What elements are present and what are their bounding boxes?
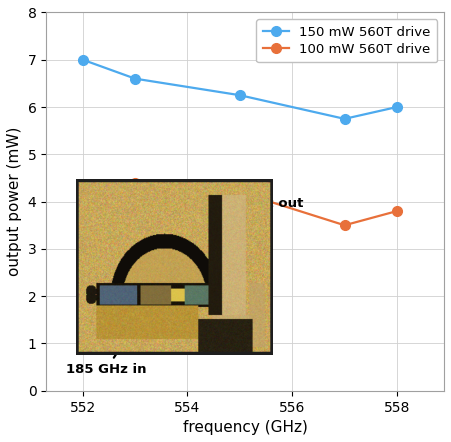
100 mW 560T drive <box>394 209 400 214</box>
Y-axis label: output power (mW): output power (mW) <box>7 127 22 276</box>
150 mW 560T drive <box>342 116 347 122</box>
150 mW 560T drive <box>133 76 138 81</box>
Line: 100 mW 560T drive: 100 mW 560T drive <box>78 178 402 230</box>
150 mW 560T drive <box>237 92 243 98</box>
Text: 555 GHz out: 555 GHz out <box>212 197 304 235</box>
150 mW 560T drive <box>80 57 85 62</box>
Text: 185 GHz in: 185 GHz in <box>66 325 147 376</box>
Legend: 150 mW 560T drive, 100 mW 560T drive: 150 mW 560T drive, 100 mW 560T drive <box>256 19 437 62</box>
100 mW 560T drive <box>80 197 85 202</box>
Line: 150 mW 560T drive: 150 mW 560T drive <box>78 55 402 124</box>
100 mW 560T drive <box>133 180 138 185</box>
150 mW 560T drive <box>394 104 400 110</box>
X-axis label: frequency (GHz): frequency (GHz) <box>183 420 308 435</box>
100 mW 560T drive <box>342 223 347 228</box>
100 mW 560T drive <box>237 190 243 195</box>
